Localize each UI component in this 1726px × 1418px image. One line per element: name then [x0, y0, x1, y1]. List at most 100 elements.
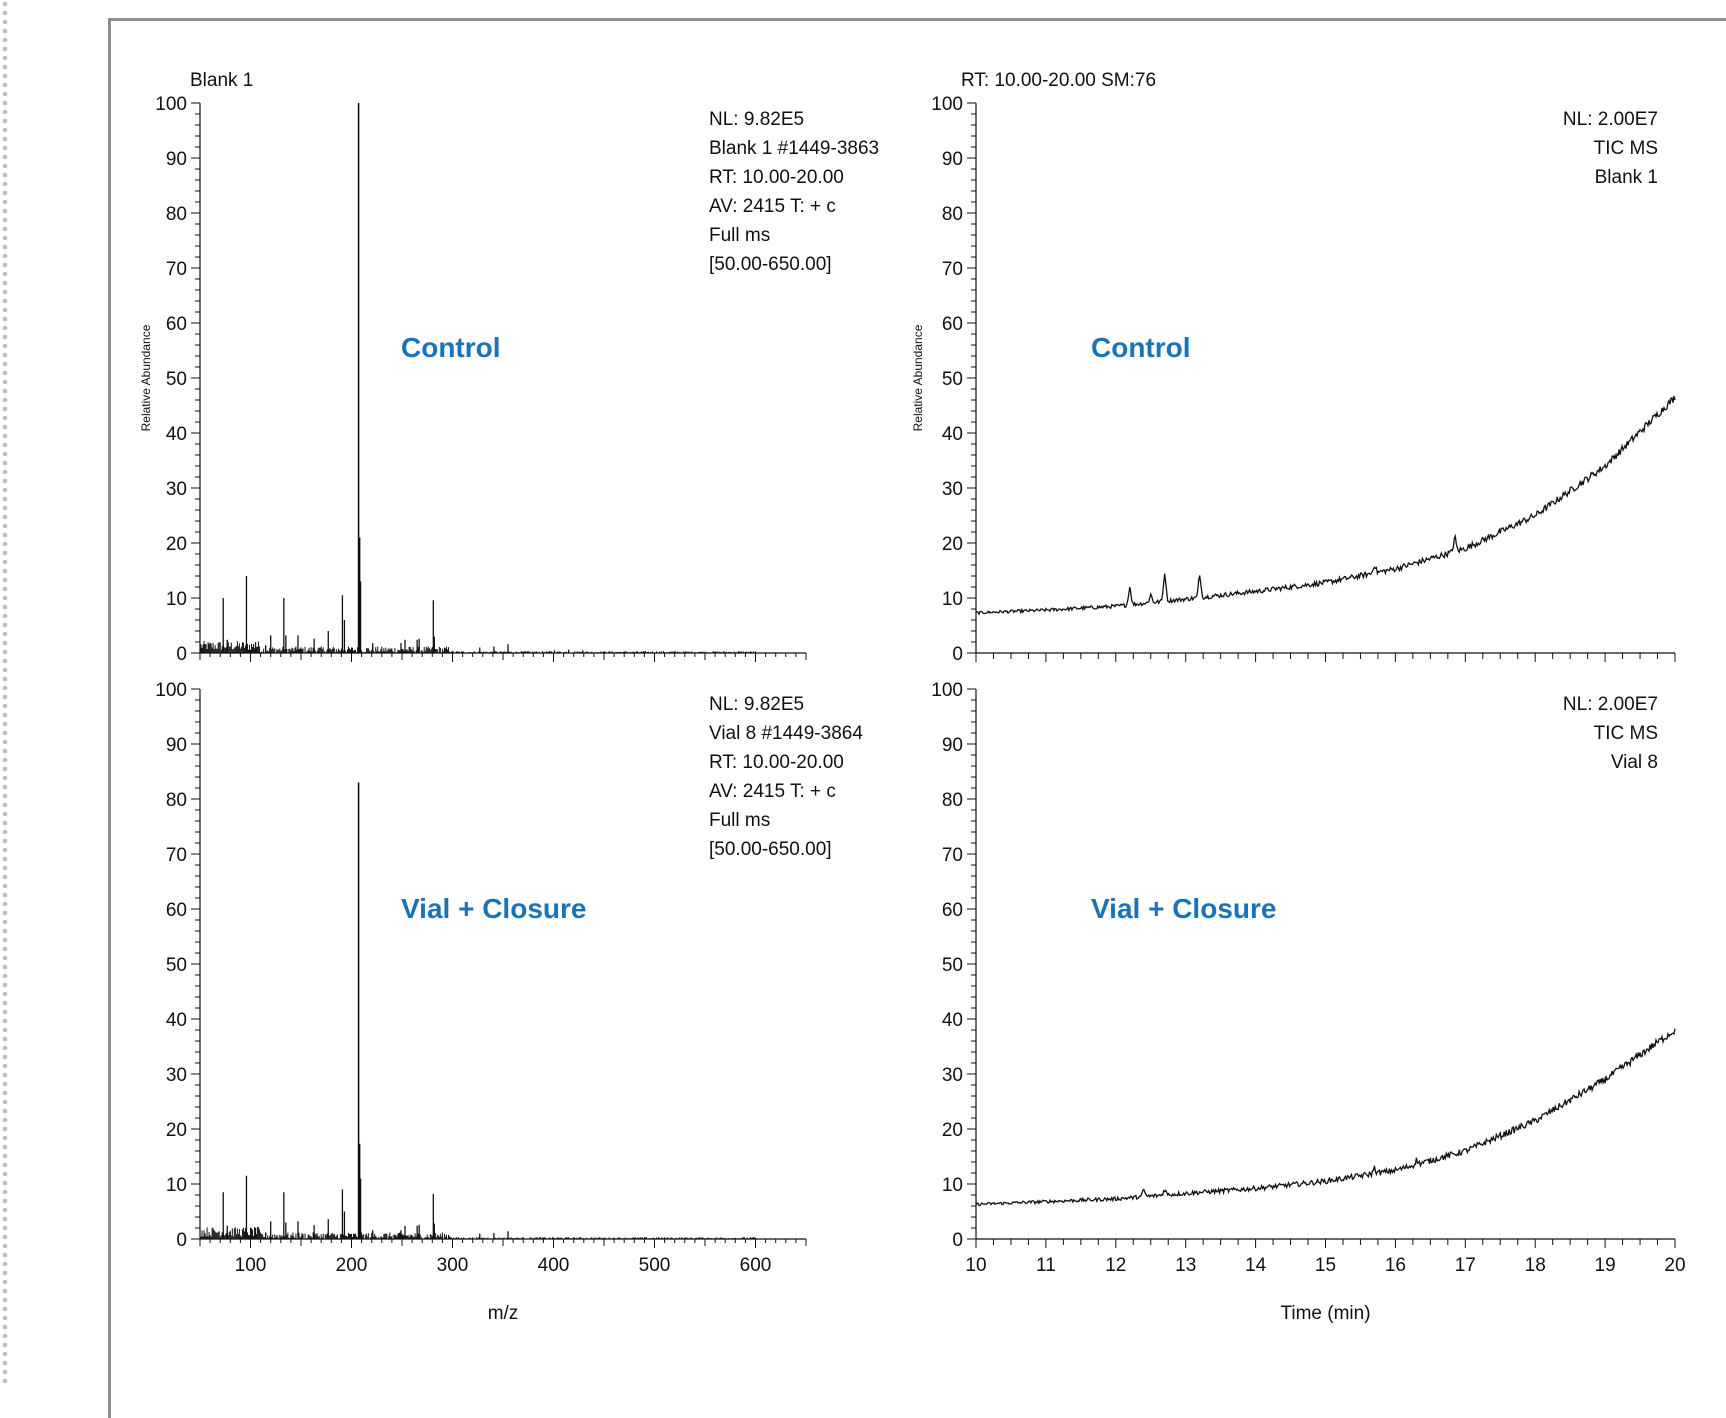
margin-dot	[2, 370, 8, 376]
margin-dot	[2, 1171, 8, 1177]
margin-dot	[2, 1243, 8, 1249]
margin-dot	[2, 406, 8, 412]
margin-dot	[2, 883, 8, 889]
margin-dot	[2, 334, 8, 340]
y-tick-label: 0	[952, 1230, 963, 1251]
margin-dot	[2, 154, 8, 160]
y-tick-label: 30	[942, 1065, 963, 1086]
x-tick-label: 10	[965, 1255, 986, 1276]
margin-dot	[2, 1234, 8, 1240]
y-tick-label: 60	[166, 900, 187, 921]
y-tick-label: 100	[931, 94, 963, 115]
x-tick-label: 100	[235, 1255, 267, 1276]
info-line: RT: 10.00-20.00	[709, 752, 844, 773]
margin-dot	[2, 802, 8, 808]
margin-dot	[2, 1369, 8, 1375]
margin-dot	[2, 55, 8, 61]
y-tick-label: 0	[176, 1230, 187, 1251]
y-tick-label: 10	[166, 589, 187, 610]
margin-dot	[2, 910, 8, 916]
y-tick-label: 30	[942, 479, 963, 500]
dotted-margin-border	[2, 1, 8, 1384]
y-tick-label: 60	[942, 900, 963, 921]
margin-dot	[2, 577, 8, 583]
y-tick-label: 80	[942, 204, 963, 225]
margin-dot	[2, 532, 8, 538]
y-tick-label: 70	[166, 845, 187, 866]
margin-dot	[2, 946, 8, 952]
margin-dot	[2, 1063, 8, 1069]
margin-dot	[2, 181, 8, 187]
margin-dot	[2, 604, 8, 610]
y-tick-label: 50	[942, 955, 963, 976]
margin-dot	[2, 1198, 8, 1204]
margin-dot	[2, 424, 8, 430]
y-tick-label: 40	[166, 424, 187, 445]
x-tick-label: 12	[1105, 1255, 1126, 1276]
y-tick-label: 20	[942, 534, 963, 555]
margin-dot	[2, 1225, 8, 1231]
margin-dot	[2, 343, 8, 349]
y-tick-label: 60	[942, 314, 963, 335]
margin-dot	[2, 901, 8, 907]
margin-dot	[2, 1045, 8, 1051]
margin-dot	[2, 703, 8, 709]
margin-dot	[2, 1180, 8, 1186]
margin-dot	[2, 586, 8, 592]
x-tick-label: 300	[437, 1255, 469, 1276]
margin-dot	[2, 289, 8, 295]
margin-dot	[2, 856, 8, 862]
info-line: [50.00-650.00]	[709, 254, 832, 275]
margin-dot	[2, 1099, 8, 1105]
margin-dot	[2, 613, 8, 619]
margin-dot	[2, 1090, 8, 1096]
margin-dot	[2, 361, 8, 367]
info-line: NL: 9.82E5	[709, 694, 804, 715]
margin-dot	[2, 991, 8, 997]
y-tick-label: 80	[166, 790, 187, 811]
y-tick-label: 90	[942, 149, 963, 170]
margin-dot	[2, 307, 8, 313]
margin-dot	[2, 298, 8, 304]
margin-dot	[2, 1009, 8, 1015]
margin-dot	[2, 1288, 8, 1294]
margin-dot	[2, 91, 8, 97]
margin-dot	[2, 478, 8, 484]
y-tick-label: 100	[155, 680, 187, 701]
y-tick-label: 80	[942, 790, 963, 811]
x-tick-label: 19	[1595, 1255, 1616, 1276]
margin-dot	[2, 379, 8, 385]
panel-tic-control: 0 10 20 30 40 50 60 70 80 90 100 RT: 10.00-20.00 SM…	[911, 70, 1676, 665]
margin-dot	[2, 1018, 8, 1024]
margin-dot	[2, 46, 8, 52]
margin-dot	[2, 199, 8, 205]
margin-dot	[2, 739, 8, 745]
margin-dot	[2, 451, 8, 457]
margin-dot	[2, 820, 8, 826]
y-tick-label: 10	[942, 1175, 963, 1196]
margin-dot	[2, 712, 8, 718]
margin-dot	[2, 28, 8, 34]
margin-dot	[2, 1108, 8, 1114]
margin-dot	[2, 496, 8, 502]
margin-dot	[2, 928, 8, 934]
margin-dot	[2, 1324, 8, 1330]
margin-dot	[2, 1117, 8, 1123]
x-tick-label: 11	[1036, 1255, 1056, 1276]
margin-dot	[2, 1252, 8, 1258]
x-tick-label: 17	[1455, 1255, 1476, 1276]
margin-dot	[2, 658, 8, 664]
margin-dot	[2, 82, 8, 88]
margin-dot	[2, 415, 8, 421]
info-line: Vial 8	[1611, 752, 1658, 773]
sample-label: Vial + Closure	[1091, 893, 1276, 924]
margin-dot	[2, 1135, 8, 1141]
margin-dot	[2, 1261, 8, 1267]
x-tick-label: 18	[1525, 1255, 1546, 1276]
margin-dot	[2, 667, 8, 673]
margin-dot	[2, 982, 8, 988]
y-tick-label: 50	[166, 369, 187, 390]
y-tick-label: 70	[942, 845, 963, 866]
margin-dot	[2, 541, 8, 547]
